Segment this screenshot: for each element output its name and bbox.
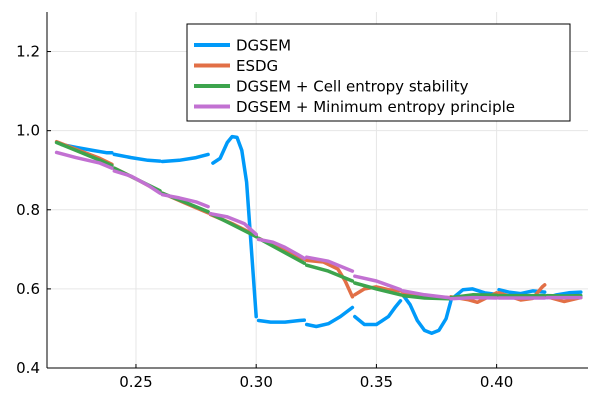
legend-entry: DGSEM bbox=[194, 37, 291, 55]
series-line-segment bbox=[401, 293, 451, 301]
y-tick-label: 1.2 bbox=[16, 43, 40, 61]
y-tick-label: 0.8 bbox=[16, 201, 40, 219]
legend-label: DGSEM + Cell entropy stability bbox=[236, 78, 469, 96]
series-line-segment bbox=[304, 263, 355, 283]
series-line-segment bbox=[160, 152, 210, 164]
series-line-segment bbox=[353, 281, 403, 297]
series-line-segment bbox=[54, 140, 114, 168]
legend-entry: DGSEM + Minimum entropy principle bbox=[194, 98, 515, 116]
series-lines bbox=[54, 134, 583, 335]
series-line-segment bbox=[353, 274, 403, 292]
series-line-segment bbox=[304, 258, 355, 299]
legend-label: DGSEM bbox=[236, 37, 291, 55]
legend-box bbox=[186, 23, 571, 122]
series-line-segment bbox=[112, 169, 162, 195]
series-line-segment bbox=[256, 318, 307, 324]
legend-entry: ESDG bbox=[194, 57, 278, 75]
series-dgsem-minimum-entropy-principle bbox=[54, 150, 583, 301]
series-line-segment bbox=[353, 285, 403, 297]
legend-entry: DGSEM + Cell entropy stability bbox=[194, 78, 469, 96]
series-line-segment bbox=[353, 299, 403, 327]
legend-label: DGSEM + Minimum entropy principle bbox=[236, 98, 515, 116]
series-line-segment bbox=[256, 237, 307, 261]
series-line-segment bbox=[449, 295, 499, 301]
legend: DGSEM ESDG DGSEM + Cell entropy stability D… bbox=[186, 23, 571, 122]
series-line-segment bbox=[54, 150, 114, 170]
x-tick-label: 0.35 bbox=[360, 373, 393, 391]
series-line-segment bbox=[304, 255, 355, 273]
series-dgsem-cell-entropy-stability bbox=[54, 140, 583, 301]
series-line-segment bbox=[304, 305, 355, 329]
series-line-segment bbox=[401, 293, 453, 335]
y-tick-label: 0.6 bbox=[16, 280, 40, 298]
series-dgsem bbox=[59, 134, 583, 335]
y-tick-label: 0.4 bbox=[16, 359, 40, 377]
x-tick-label: 0.30 bbox=[239, 373, 272, 391]
series-line-segment bbox=[208, 211, 258, 237]
y-tick-label: 1.0 bbox=[16, 122, 40, 140]
series-line-segment bbox=[160, 192, 210, 209]
series-esdg bbox=[54, 139, 583, 305]
series-line-segment bbox=[112, 152, 162, 163]
axes bbox=[46, 12, 588, 369]
tick-labels: 0.25 0.30 0.35 0.40 0.4 0.6 0.8 1.0 1.2 bbox=[16, 43, 513, 391]
series-line-segment bbox=[401, 289, 451, 300]
x-tick-label: 0.40 bbox=[480, 373, 513, 391]
series-line-segment bbox=[208, 211, 258, 239]
x-tick-label: 0.25 bbox=[119, 373, 152, 391]
legend-label: ESDG bbox=[236, 57, 278, 75]
